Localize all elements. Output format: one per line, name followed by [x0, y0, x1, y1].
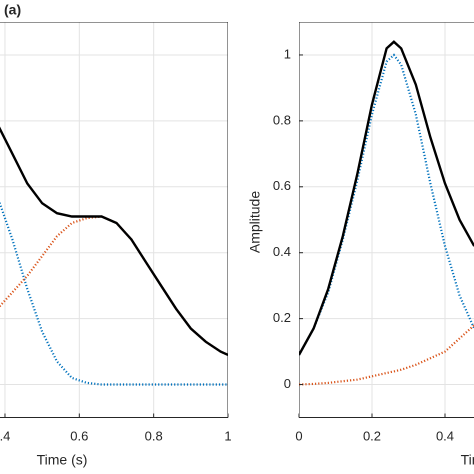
data-line	[299, 53, 474, 356]
x-tick-label: 1	[224, 428, 231, 443]
data-line	[299, 324, 474, 386]
data-line	[0, 215, 228, 356]
data-line	[0, 200, 228, 386]
data-line	[0, 126, 228, 356]
panel-label: (a)	[4, 2, 21, 18]
x-axis-label: Tim	[461, 452, 474, 468]
y-axis-label: Amplitude	[247, 191, 263, 253]
data-line	[299, 40, 474, 356]
x-tick-label: 0.8	[145, 428, 163, 443]
y-tick-label: 0.4	[273, 244, 291, 259]
x-tick-label: 0.4	[436, 428, 454, 443]
x-axis-label: Time (s)	[37, 452, 88, 468]
axes	[0, 22, 228, 418]
x-tick-label: 0.6	[70, 428, 88, 443]
y-tick-label: 1	[284, 46, 291, 61]
axes-frame	[299, 22, 474, 418]
axes-frame	[0, 22, 228, 418]
y-tick-label: 0.8	[273, 112, 291, 127]
x-tick-label: 0	[295, 428, 302, 443]
x-tick-label: .4	[0, 428, 10, 443]
axes	[299, 22, 474, 418]
y-tick-label: 0.2	[273, 310, 291, 325]
y-tick-label: 0.6	[273, 178, 291, 193]
y-tick-label: 0	[284, 376, 291, 391]
x-tick-label: 0.2	[363, 428, 381, 443]
